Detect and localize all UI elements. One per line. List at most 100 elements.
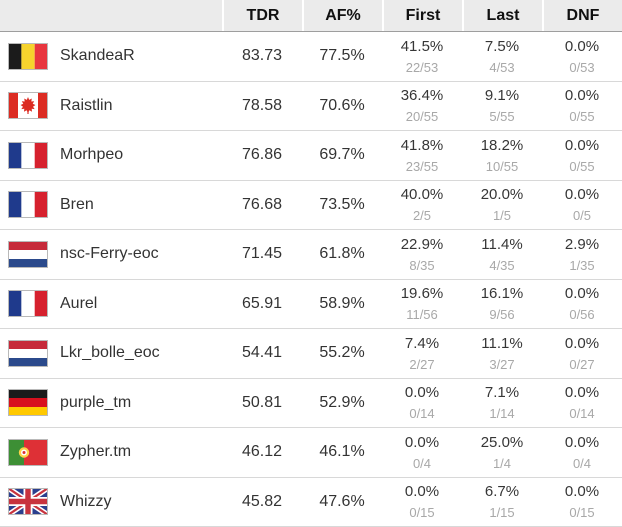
first-frac: 8/35 bbox=[409, 257, 435, 273]
table-header: TDR AF% First Last DNF bbox=[0, 0, 622, 32]
flag-uk-icon bbox=[8, 488, 48, 516]
header-last[interactable]: Last bbox=[462, 0, 542, 31]
table-row[interactable]: Whizzy 45.82 47.6% 0.0% 0/15 6.7% 1/15 0… bbox=[0, 478, 622, 527]
dnf-pct: 0.0% bbox=[564, 433, 600, 451]
last-cell: 9.1% 5/55 bbox=[462, 85, 542, 126]
af-value: 69.7% bbox=[319, 146, 365, 164]
first-pct: 36.4% bbox=[400, 87, 444, 105]
dnf-pct: 0.0% bbox=[564, 334, 600, 352]
last-cell: 16.1% 9/56 bbox=[462, 283, 542, 324]
first-frac: 0/14 bbox=[409, 406, 435, 422]
dnf-frac: 0/55 bbox=[569, 109, 595, 125]
last-frac: 1/14 bbox=[489, 406, 515, 422]
dnf-pct: 0.0% bbox=[564, 37, 600, 55]
last-pct: 16.1% bbox=[480, 285, 524, 303]
last-cell: 11.1% 3/27 bbox=[462, 333, 542, 374]
dnf-frac: 1/35 bbox=[569, 257, 595, 273]
af-value: 73.5% bbox=[319, 195, 365, 213]
first-frac: 0/4 bbox=[412, 455, 432, 471]
flag-france-icon bbox=[8, 290, 48, 318]
first-cell: 36.4% 20/55 bbox=[382, 85, 462, 126]
dnf-frac: 0/15 bbox=[569, 505, 595, 521]
table-body: SkandeaR 83.73 77.5% 41.5% 22/53 7.5% 4/… bbox=[0, 32, 622, 527]
first-frac: 23/55 bbox=[405, 158, 439, 174]
last-frac: 5/55 bbox=[489, 109, 515, 125]
dnf-frac: 0/56 bbox=[569, 307, 595, 323]
last-frac: 10/55 bbox=[485, 158, 519, 174]
table-row[interactable]: Lkr_bolle_eoc 54.41 55.2% 7.4% 2/27 11.1… bbox=[0, 329, 622, 379]
header-tdr[interactable]: TDR bbox=[222, 0, 302, 31]
dnf-pct: 2.9% bbox=[564, 235, 600, 253]
header-dnf[interactable]: DNF bbox=[542, 0, 622, 31]
player-cell: purple_tm bbox=[0, 389, 222, 417]
table-row[interactable]: Zypher.tm 46.12 46.1% 0.0% 0/4 25.0% 1/4… bbox=[0, 428, 622, 478]
tdr-value: 78.58 bbox=[241, 96, 283, 114]
table-row[interactable]: Raistlin 78.58 70.6% 36.4% 20/55 9.1% 5/… bbox=[0, 82, 622, 131]
af-value: 55.2% bbox=[319, 344, 365, 362]
tdr-value: 83.73 bbox=[241, 47, 283, 65]
dnf-frac: 0/14 bbox=[569, 406, 595, 422]
table-row[interactable]: Aurel 65.91 58.9% 19.6% 11/56 16.1% 9/56… bbox=[0, 280, 622, 329]
player-cell: Whizzy bbox=[0, 488, 222, 516]
af-value: 61.8% bbox=[319, 245, 365, 263]
header-af[interactable]: AF% bbox=[302, 0, 382, 31]
player-name: Aurel bbox=[60, 294, 98, 312]
header-first[interactable]: First bbox=[382, 0, 462, 31]
dnf-pct: 0.0% bbox=[564, 483, 600, 501]
dnf-pct: 0.0% bbox=[564, 186, 600, 204]
player-cell: Bren bbox=[0, 191, 222, 219]
first-pct: 41.5% bbox=[400, 37, 444, 55]
dnf-pct: 0.0% bbox=[564, 285, 600, 303]
player-name: Bren bbox=[60, 195, 94, 213]
first-pct: 7.4% bbox=[404, 334, 440, 352]
header-player bbox=[0, 0, 222, 31]
tdr-value: 50.81 bbox=[241, 393, 283, 411]
last-cell: 20.0% 1/5 bbox=[462, 184, 542, 225]
first-cell: 40.0% 2/5 bbox=[382, 184, 462, 225]
af-value: 52.9% bbox=[319, 393, 365, 411]
first-frac: 2/5 bbox=[412, 208, 432, 224]
player-cell: nsc-Ferry-eoc bbox=[0, 240, 222, 268]
last-pct: 7.1% bbox=[484, 384, 520, 402]
first-frac: 22/53 bbox=[405, 59, 439, 75]
last-pct: 11.1% bbox=[481, 334, 523, 352]
tdr-value: 71.45 bbox=[241, 245, 283, 263]
table-row[interactable]: Morhpeo 76.86 69.7% 41.8% 23/55 18.2% 10… bbox=[0, 131, 622, 181]
first-frac: 11/56 bbox=[406, 307, 438, 323]
player-name: purple_tm bbox=[60, 393, 132, 411]
last-pct: 6.7% bbox=[484, 483, 520, 501]
af-value: 46.1% bbox=[319, 443, 365, 461]
last-frac: 3/27 bbox=[489, 356, 515, 372]
dnf-pct: 0.0% bbox=[564, 384, 600, 402]
table-row[interactable]: Bren 76.68 73.5% 40.0% 2/5 20.0% 1/5 0.0… bbox=[0, 181, 622, 230]
table-row[interactable]: nsc-Ferry-eoc 71.45 61.8% 22.9% 8/35 11.… bbox=[0, 230, 622, 280]
first-cell: 41.5% 22/53 bbox=[382, 36, 462, 77]
dnf-cell: 0.0% 0/14 bbox=[542, 382, 622, 423]
last-frac: 1/4 bbox=[492, 455, 512, 471]
last-frac: 1/15 bbox=[489, 505, 515, 521]
tdr-value: 76.86 bbox=[241, 146, 283, 164]
af-value: 70.6% bbox=[319, 96, 365, 114]
flag-france-icon bbox=[8, 141, 48, 169]
last-pct: 25.0% bbox=[480, 433, 524, 451]
flag-netherlands-icon bbox=[8, 240, 48, 268]
last-cell: 7.1% 1/14 bbox=[462, 382, 542, 423]
last-frac: 1/5 bbox=[492, 208, 512, 224]
first-pct: 19.6% bbox=[400, 285, 444, 303]
last-frac: 9/56 bbox=[489, 307, 515, 323]
first-pct: 0.0% bbox=[404, 433, 440, 451]
tdr-value: 45.82 bbox=[241, 492, 283, 510]
table-row[interactable]: purple_tm 50.81 52.9% 0.0% 0/14 7.1% 1/1… bbox=[0, 379, 622, 428]
player-cell: Raistlin bbox=[0, 92, 222, 120]
af-value: 58.9% bbox=[319, 294, 365, 312]
first-cell: 7.4% 2/27 bbox=[382, 333, 462, 374]
first-frac: 20/55 bbox=[405, 109, 439, 125]
last-pct: 7.5% bbox=[484, 37, 520, 55]
last-cell: 6.7% 1/15 bbox=[462, 481, 542, 522]
table-row[interactable]: SkandeaR 83.73 77.5% 41.5% 22/53 7.5% 4/… bbox=[0, 32, 622, 82]
last-cell: 25.0% 1/4 bbox=[462, 432, 542, 473]
player-cell: SkandeaR bbox=[0, 42, 222, 70]
dnf-cell: 0.0% 0/53 bbox=[542, 36, 622, 77]
last-cell: 11.4% 4/35 bbox=[462, 234, 542, 275]
first-cell: 19.6% 11/56 bbox=[382, 283, 462, 324]
